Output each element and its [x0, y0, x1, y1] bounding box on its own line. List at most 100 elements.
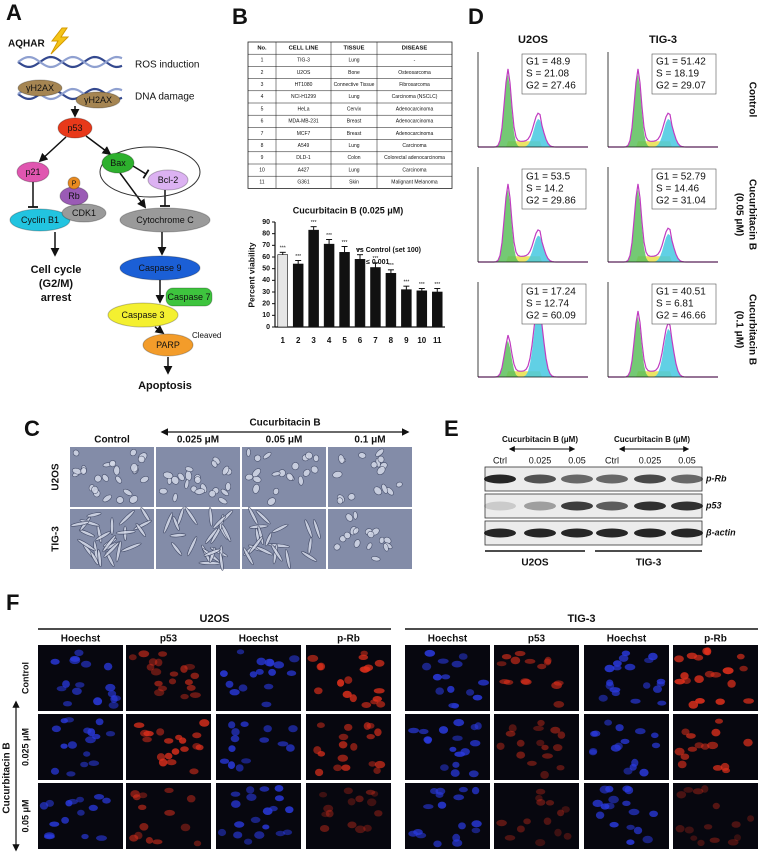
nucleus	[156, 753, 166, 761]
node-label: Caspase 3	[121, 310, 164, 320]
table-cell: Lung	[348, 58, 359, 64]
cell	[86, 512, 102, 518]
nucleus	[219, 758, 230, 764]
node	[16, 161, 50, 183]
row-label: Cucurbitacin B	[746, 294, 757, 365]
column-label: Control	[94, 435, 130, 446]
cell-cycle-stat: S = 14.2	[526, 184, 564, 195]
nucleus	[217, 828, 227, 837]
nucleus	[75, 682, 85, 688]
nucleus	[620, 738, 630, 745]
panel-label: B	[232, 4, 248, 29]
node	[119, 255, 201, 281]
nucleus	[228, 721, 236, 729]
nucleus	[595, 811, 605, 819]
column-label: p-Rb	[337, 634, 360, 645]
table-cell: MCF7	[297, 131, 311, 137]
nucleus	[338, 741, 348, 749]
band	[524, 474, 556, 484]
band	[596, 528, 628, 538]
table-cell: Malignant Melanoma	[391, 180, 438, 186]
fluorescence-image	[673, 783, 758, 849]
table-cell: Breast	[347, 131, 362, 137]
nucleus	[168, 678, 177, 685]
protein-label: β-actin	[705, 527, 736, 537]
band	[561, 501, 593, 511]
nucleus	[268, 668, 276, 676]
bar	[370, 267, 381, 328]
nucleus	[95, 718, 104, 726]
nucleus	[66, 771, 76, 777]
table-header: TISSUE	[344, 46, 365, 52]
nucleus	[338, 733, 349, 741]
table-cell: U2OS	[297, 70, 311, 76]
nucleus	[553, 701, 565, 708]
y-tick-label: 50	[262, 266, 270, 273]
cell	[159, 487, 168, 495]
nucleus	[275, 830, 286, 837]
band	[524, 528, 556, 538]
cell	[252, 483, 260, 494]
nucleus	[374, 728, 382, 737]
nucleus	[96, 835, 107, 841]
cell	[172, 516, 180, 531]
nucleus	[606, 679, 614, 687]
nucleus	[164, 809, 176, 816]
nucleus	[727, 679, 736, 688]
nucleus	[60, 718, 68, 724]
table-cell: Cervix	[347, 106, 362, 112]
table-header: No.	[257, 46, 267, 52]
cell	[262, 452, 272, 460]
nucleus	[88, 804, 98, 812]
cell	[301, 551, 318, 562]
nucleus	[133, 722, 145, 728]
nucleus	[604, 719, 612, 726]
nucleus	[169, 671, 179, 677]
nucleus	[344, 723, 353, 731]
nucleus	[274, 785, 284, 792]
nucleus	[448, 702, 460, 709]
nucleus	[628, 808, 640, 816]
node	[57, 117, 93, 139]
nucleus	[277, 741, 289, 747]
table-cell: 8	[261, 143, 264, 149]
bar	[416, 290, 428, 328]
fluorescence-image	[494, 783, 579, 849]
nucleus	[608, 795, 619, 804]
g2-area	[608, 328, 718, 377]
cell	[267, 497, 276, 506]
nucleus	[180, 746, 189, 752]
nucleus	[615, 724, 624, 732]
cell	[383, 543, 389, 552]
bar	[308, 229, 319, 328]
cell	[185, 470, 192, 482]
nucleus	[496, 819, 507, 827]
nucleus	[540, 770, 549, 779]
nucleus	[347, 821, 357, 829]
cell-cycle-stat: G1 = 40.51	[656, 287, 706, 298]
nucleus	[702, 647, 711, 655]
nucleus	[496, 661, 507, 667]
nucleus	[235, 764, 244, 772]
nucleus	[510, 656, 521, 665]
row-label: Control	[746, 82, 757, 118]
cell-cycle-stat: G2 = 27.46	[526, 81, 576, 92]
step-label: DNA damage	[135, 92, 195, 103]
nucleus	[688, 700, 699, 709]
cell	[347, 493, 356, 501]
node-label: Rb	[68, 191, 80, 201]
nucleus	[535, 839, 546, 847]
table-cell: Carcinoma	[402, 143, 426, 149]
nucleus	[166, 759, 177, 766]
nucleus	[230, 735, 240, 743]
cell	[352, 527, 360, 535]
band	[596, 501, 628, 511]
node	[61, 203, 107, 223]
nucleus	[516, 825, 525, 833]
nucleus	[316, 722, 325, 728]
nucleus	[686, 733, 696, 739]
cell-cycle-stat: G1 = 51.42	[656, 57, 706, 68]
cell	[102, 534, 117, 553]
nucleus	[697, 839, 705, 847]
nucleus	[145, 837, 153, 844]
